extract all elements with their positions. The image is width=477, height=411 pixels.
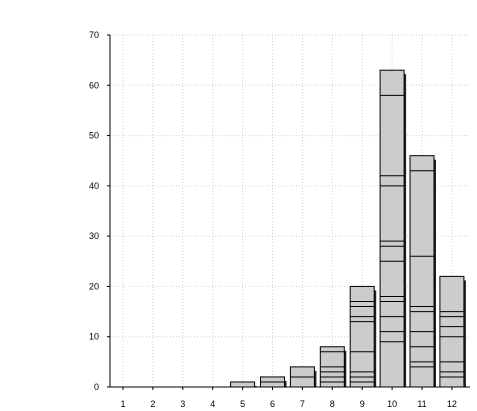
- bar-shadow: [374, 290, 377, 387]
- x-tick-label: 4: [210, 399, 215, 409]
- y-tick-label: 50: [89, 131, 99, 141]
- bar-shadow: [463, 280, 466, 387]
- bar-shadow: [344, 350, 347, 387]
- y-axis-ticks: 0 10 20 30 40 50 60 70: [89, 30, 110, 392]
- x-tick-label: 1: [120, 399, 125, 409]
- x-tick-label: 7: [300, 399, 305, 409]
- x-tick-label: 10: [387, 399, 397, 409]
- y-tick-label: 20: [89, 281, 99, 291]
- y-tick-label: 60: [89, 80, 99, 90]
- bar-shadow: [434, 159, 436, 387]
- bar-shadow: [284, 380, 287, 387]
- bar-x11: [409, 155, 435, 388]
- y-tick-label: 0: [94, 382, 99, 392]
- bar-shadow: [314, 370, 317, 387]
- x-tick-label: 6: [270, 399, 275, 409]
- x-tick-label: 12: [447, 399, 457, 409]
- bars: [230, 69, 466, 388]
- x-axis-ticks: 1 2 3 4 5 6 7 8 9 10 11 12: [120, 387, 457, 409]
- x-tick-label: 11: [417, 399, 426, 409]
- x-tick-label: 3: [180, 399, 185, 409]
- x-tick-label: 9: [360, 399, 365, 409]
- y-tick-label: 30: [89, 231, 99, 241]
- bar-x12: [439, 275, 465, 388]
- y-tick-label: 10: [89, 332, 99, 342]
- bar-x5: [230, 381, 256, 388]
- axes: [109, 35, 470, 388]
- bar-x10: [379, 69, 405, 388]
- y-tick-label: 70: [89, 30, 99, 40]
- grid-lines: [110, 34, 470, 387]
- bar-shadow: [404, 74, 407, 387]
- x-tick-label: 5: [240, 399, 245, 409]
- x-tick-label: 2: [150, 399, 155, 409]
- bar-shadow: [254, 385, 257, 387]
- y-tick-label: 40: [89, 181, 99, 191]
- x-tick-label: 8: [330, 399, 335, 409]
